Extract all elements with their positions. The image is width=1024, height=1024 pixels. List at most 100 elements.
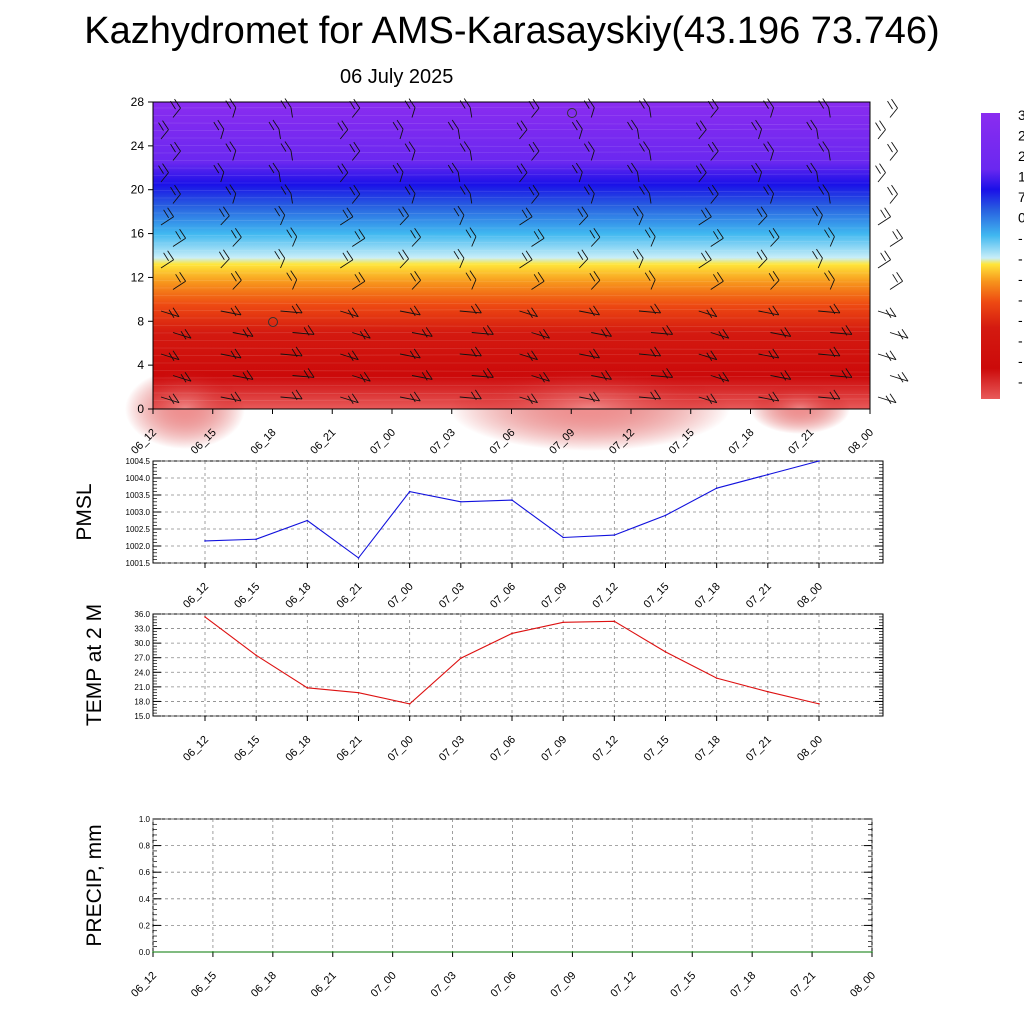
wind-barb-feather [414, 228, 421, 238]
wind-barb-staff [889, 375, 909, 382]
colorbar-label: 3 [1018, 107, 1024, 123]
wind-barb-feather [806, 121, 813, 131]
xtick-label: 06_18 [283, 734, 313, 764]
wind-barb-staff [531, 332, 550, 339]
wind-barb-feather [284, 184, 292, 194]
wind-barb-feather [453, 250, 460, 260]
wind-barb-feather [349, 143, 356, 153]
wind-barb-feather [704, 207, 712, 218]
colorbar-label: - [1018, 353, 1023, 369]
wind-barb-feather [891, 141, 898, 152]
wind-barb-staff [469, 107, 473, 118]
wind-barb-feather [175, 274, 182, 283]
data-point [255, 538, 257, 540]
wind-barb-staff [220, 353, 242, 359]
wind-barb-feather [470, 348, 477, 358]
wind-barb-staff [638, 353, 661, 357]
wind-barb-feather [589, 350, 595, 360]
wind-barb-staff [698, 216, 712, 226]
ytick-label: 0.8 [139, 842, 151, 851]
wind-barb-staff [220, 310, 242, 316]
xtick-label: 07_03 [429, 970, 459, 1000]
wind-barb-staff [232, 150, 237, 161]
wind-barb-staff [220, 215, 230, 226]
xtick-label: 06_18 [283, 581, 313, 611]
wind-barb-feather [887, 186, 893, 196]
xtick-label: 07_15 [642, 734, 672, 764]
wind-barb-feather [593, 391, 600, 402]
wind-barb-feather [408, 184, 416, 194]
wind-barb-feather [230, 393, 237, 403]
heatmap-field [153, 102, 870, 409]
wind-barb-staff [519, 172, 528, 183]
wind-barb-feather [707, 186, 714, 196]
wind-barb-staff [172, 332, 192, 339]
wind-barb-feather [583, 143, 590, 152]
xtick-label: 06_12 [181, 581, 211, 611]
wind-barb-staff [770, 107, 774, 118]
wind-barb-staff [828, 193, 831, 204]
wind-barb-staff [817, 258, 823, 269]
wind-barb-staff [340, 216, 354, 226]
wind-barb-feather [404, 186, 411, 195]
wind-barb-feather [885, 352, 892, 361]
wind-barb-staff [459, 353, 482, 357]
wind-barb-staff [232, 332, 254, 337]
wind-barb-staff [710, 332, 729, 339]
wind-barb-feather [879, 120, 886, 130]
data-point [451, 951, 454, 953]
wind-barb-staff [770, 193, 774, 204]
data-point [204, 540, 206, 542]
wind-barb-feather [577, 251, 584, 261]
wind-barb-feather [398, 208, 404, 218]
wind-barb-staff [829, 236, 835, 247]
wind-barb-feather [537, 229, 545, 239]
wind-barb-feather [303, 327, 310, 336]
wind-barb-staff [638, 258, 644, 269]
wind-barb-feather [650, 348, 656, 358]
contour-line [152, 196, 871, 199]
wind-barb-feather [662, 370, 668, 379]
wind-barb-feather [824, 229, 830, 238]
heatmap-ytick-label: 4 [137, 358, 144, 372]
colorbar-label: 1 [1018, 169, 1024, 185]
wind-barb-feather [710, 393, 718, 403]
wind-barb-feather [425, 327, 433, 337]
xtick-label: 07_09 [539, 734, 569, 764]
wind-barb-feather [158, 122, 164, 131]
contour-line [152, 286, 871, 289]
wind-barb-staff [411, 150, 416, 161]
wind-barb-staff [292, 279, 298, 290]
wind-barb-feather [469, 227, 477, 237]
wind-barb-staff [889, 280, 903, 290]
colorbar-label: - [1018, 230, 1023, 246]
wind-barb-feather [896, 229, 903, 239]
wind-barb-feather [897, 330, 904, 340]
contour-line [152, 122, 871, 125]
wind-barb-staff [411, 279, 421, 290]
wind-barb-staff [698, 172, 707, 183]
xtick-label: 06_15 [232, 734, 262, 764]
data-point [460, 657, 462, 659]
axis-label: PMSL [73, 483, 96, 540]
xtick-label: 06_21 [309, 970, 339, 1000]
wind-barb-feather [229, 98, 237, 108]
wind-barb-feather [695, 165, 702, 174]
wind-barb-feather [358, 272, 366, 282]
wind-barb-feather [875, 165, 881, 174]
xtick-label: 06_18 [249, 970, 279, 1000]
ytick-label: 1001.5 [126, 559, 151, 568]
xtick-label: 07_06 [488, 581, 518, 611]
data-point [751, 951, 753, 953]
wind-barb-feather [218, 251, 225, 261]
wind-barb-feather [453, 207, 460, 217]
wind-barb-feather [822, 184, 830, 194]
wind-barb-feather [767, 184, 774, 194]
wind-barb-feather [167, 250, 174, 261]
wind-barb-feather [341, 163, 349, 173]
contour-line [152, 190, 871, 193]
xtick-label: 07_06 [488, 734, 518, 764]
wind-barb-feather [780, 372, 787, 381]
data-point [408, 490, 411, 493]
wind-barb-feather [525, 207, 533, 218]
